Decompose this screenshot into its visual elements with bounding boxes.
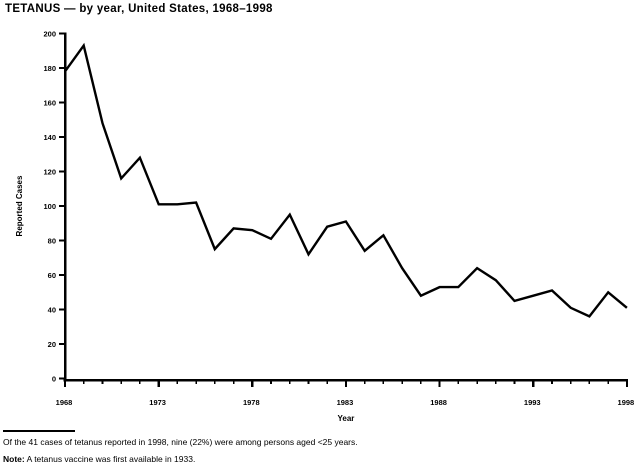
footnote-separator-rule <box>3 430 75 432</box>
x-tick-label: 1998 <box>618 398 635 407</box>
footnote-note-text: A tetanus vaccine was first available in… <box>24 454 196 464</box>
x-tick-label: 1988 <box>430 398 447 407</box>
x-tick-label: 1973 <box>149 398 166 407</box>
y-tick-label: 40 <box>48 306 56 315</box>
tetanus-line-chart: 0 20 40 60 80 100 120 140 160 180 200 1968 1973 1978 1… <box>15 30 635 424</box>
x-tick-label: 1983 <box>337 398 354 407</box>
y-axis-title: Reported Cases <box>15 175 24 236</box>
y-tick-label: 120 <box>43 168 56 177</box>
x-tick-label: 1968 <box>56 398 73 407</box>
footnote-vaccine-note: Note: A tetanus vaccine was first availa… <box>3 454 195 464</box>
reported-cases-line <box>64 42 628 318</box>
y-tick-label: 100 <box>43 202 56 211</box>
footnote-note-label: Note: <box>3 454 25 464</box>
y-tick-label: 80 <box>48 237 56 246</box>
y-tick-label: 160 <box>43 99 56 108</box>
y-tick-label: 180 <box>43 64 56 73</box>
y-tick-label: 20 <box>48 340 56 349</box>
x-tick-label: 1993 <box>524 398 541 407</box>
footnote-cases-1998: Of the 41 cases of tetanus reported in 1… <box>3 437 358 447</box>
y-tick-label: 0 <box>52 375 56 384</box>
chart-title: TETANUS — by year, United States, 1968–1… <box>5 3 273 15</box>
y-tick-label: 140 <box>43 133 56 142</box>
x-tick-label: 1978 <box>243 398 260 407</box>
y-tick-label: 200 <box>43 30 56 39</box>
x-axis-title: Year <box>337 414 354 423</box>
y-tick-label: 60 <box>48 271 56 280</box>
